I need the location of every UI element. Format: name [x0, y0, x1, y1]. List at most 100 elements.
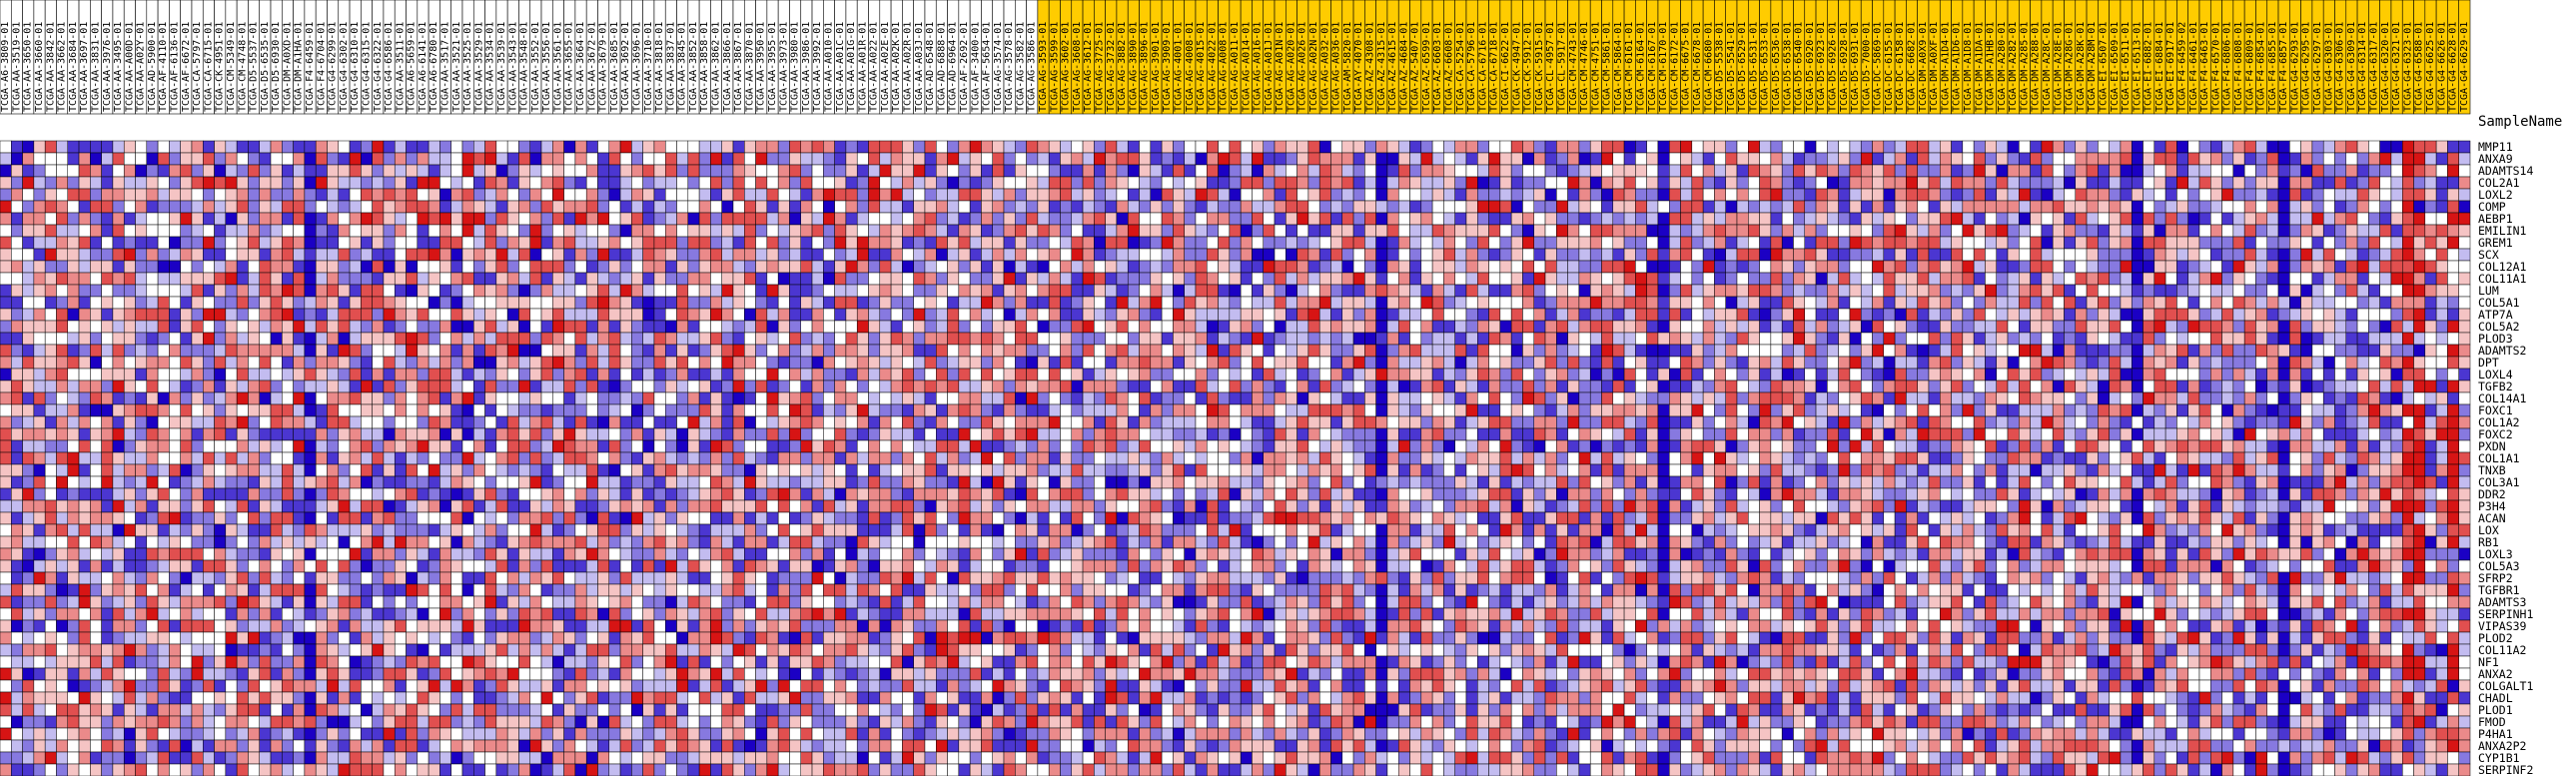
heatmap-cell	[755, 308, 768, 322]
heatmap-cell	[1420, 248, 1433, 262]
heatmap-cell	[1161, 152, 1174, 166]
heatmap-cell	[191, 308, 204, 322]
heatmap-cell	[1409, 212, 1422, 226]
heatmap-cell	[214, 320, 227, 334]
heatmap-cell	[1026, 260, 1039, 274]
heatmap-cell	[981, 296, 993, 310]
heatmap-cell	[484, 320, 497, 334]
heatmap-cell	[11, 320, 23, 334]
heatmap-cell	[2187, 212, 2200, 226]
sample-label: TCGA-CM-4746-01	[1579, 22, 1590, 112]
heatmap-cell	[56, 380, 69, 393]
heatmap-cell	[947, 296, 960, 310]
heatmap-cell	[823, 260, 835, 274]
heatmap-cell	[1510, 176, 1523, 190]
heatmap-cell	[2064, 284, 2077, 298]
heatmap-cell	[913, 344, 926, 358]
heatmap-cell	[0, 320, 12, 334]
heatmap-cell	[2052, 332, 2065, 346]
heatmap-cell	[1352, 176, 1365, 190]
heatmap-cell	[936, 140, 948, 154]
sample-label: TCGA-D5-6535-01	[260, 22, 271, 112]
heatmap-cell	[1127, 296, 1140, 310]
heatmap-cell	[2019, 260, 2031, 274]
heatmap-cell	[180, 164, 193, 178]
heatmap-cell	[157, 164, 170, 178]
heatmap-cell	[856, 368, 869, 382]
heatmap-cell	[1477, 320, 1489, 334]
heatmap-cell	[1195, 212, 1208, 226]
heatmap-cell	[1973, 236, 1986, 250]
sample-label: TCGA-CK-5915-01	[1534, 22, 1545, 112]
heatmap-cell	[1748, 236, 1760, 250]
heatmap-cell	[619, 200, 632, 214]
heatmap-cell	[1375, 332, 1388, 346]
heatmap-cell	[2424, 176, 2437, 190]
heatmap-cell	[1150, 332, 1163, 346]
heatmap-cell	[2458, 260, 2471, 274]
heatmap-cell	[2064, 188, 2077, 202]
heatmap-cell	[1341, 152, 1354, 166]
heatmap-cell	[1996, 308, 2009, 322]
heatmap-cell	[1793, 308, 1806, 322]
heatmap-cell	[1725, 368, 1738, 382]
heatmap-cell	[540, 260, 553, 274]
heatmap-cell	[1274, 320, 1287, 334]
heatmap-cell	[1218, 200, 1231, 214]
heatmap-cell	[1815, 332, 1828, 346]
heatmap-cell	[1962, 260, 1975, 274]
heatmap-cell	[1714, 248, 1726, 262]
heatmap-cell	[90, 296, 102, 310]
heatmap-cell	[1578, 164, 1591, 178]
heatmap-cell	[101, 356, 114, 370]
heatmap-cell	[1962, 140, 1975, 154]
heatmap-cell	[913, 164, 926, 178]
heatmap-cell	[203, 284, 215, 298]
heatmap-cell	[1375, 320, 1388, 334]
heatmap-cell	[1759, 380, 1772, 393]
heatmap-cell	[1883, 236, 1896, 250]
heatmap-cell	[383, 308, 396, 322]
heatmap-cell	[1691, 260, 1704, 274]
heatmap-cell	[1567, 236, 1580, 250]
heatmap-cell	[2390, 296, 2403, 310]
sample-label: TCGA-AA-3534-01	[485, 22, 496, 112]
heatmap-cell	[1612, 248, 1625, 262]
heatmap-cell	[834, 260, 847, 274]
heatmap-cell	[78, 356, 91, 370]
heatmap-cell	[2300, 332, 2313, 346]
heatmap-cell	[1635, 152, 1647, 166]
heatmap-cell	[2390, 356, 2403, 370]
heatmap-cell	[1714, 260, 1726, 274]
heatmap-cell	[1883, 272, 1896, 286]
heatmap-cell	[1962, 296, 1975, 310]
heatmap-cell	[1906, 200, 1918, 214]
heatmap-cell	[1420, 260, 1433, 274]
heatmap-cell	[2289, 356, 2301, 370]
heatmap-cell	[123, 140, 136, 154]
heatmap-cell	[619, 284, 632, 298]
heatmap-cell	[563, 200, 576, 214]
heatmap-cell	[372, 236, 385, 250]
heatmap-cell	[1860, 272, 1873, 286]
heatmap-cell	[2345, 224, 2358, 238]
heatmap-cell	[1341, 236, 1354, 250]
heatmap-cell	[191, 212, 204, 226]
heatmap-cell	[1702, 176, 1715, 190]
heatmap-cell	[913, 296, 926, 310]
heatmap-cell	[1139, 272, 1152, 286]
heatmap-cell	[372, 380, 385, 393]
heatmap-cell	[2143, 140, 2155, 154]
heatmap-cell	[710, 224, 722, 238]
heatmap-cell	[315, 248, 328, 262]
heatmap-cell	[2266, 164, 2279, 178]
heatmap-cell	[1827, 164, 1839, 178]
heatmap-cell	[1793, 284, 1806, 298]
heatmap-cell	[800, 164, 813, 178]
heatmap-cell	[687, 140, 700, 154]
heatmap-cell	[1397, 236, 1410, 250]
heatmap-cell	[811, 188, 824, 202]
heatmap-cell	[0, 260, 12, 274]
heatmap-cell	[574, 212, 587, 226]
heatmap-cell	[1883, 284, 1896, 298]
